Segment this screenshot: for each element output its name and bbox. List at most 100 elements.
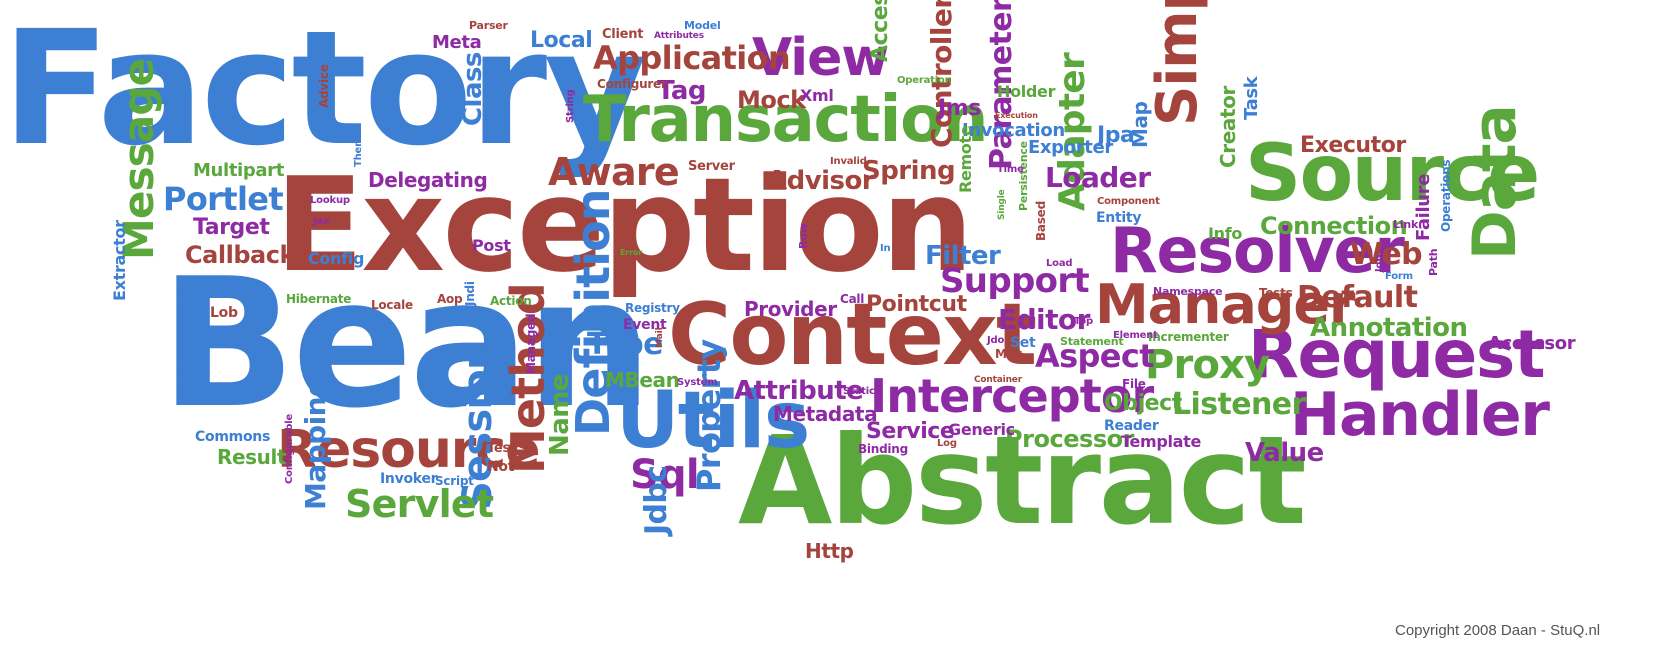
cloud-word: Info	[1208, 224, 1243, 243]
cloud-word: Service	[866, 419, 955, 444]
copyright-notice: Copyright 2008 Daan - StuQ.nl	[1395, 622, 1601, 639]
cloud-word: Locale	[371, 298, 413, 312]
cloud-word: Persistence	[1017, 141, 1030, 211]
cloud-word: Meta	[432, 32, 482, 53]
cloud-word: Parser	[469, 19, 508, 32]
cloud-word: Top	[1074, 316, 1093, 327]
cloud-word: Entity	[1096, 210, 1142, 226]
cloud-word: Lob	[210, 305, 238, 321]
cloud-word: Name	[545, 374, 575, 456]
cloud-word: Controller	[925, 0, 958, 148]
cloud-word: Configurer	[597, 77, 667, 91]
cloud-word: Interceptor	[870, 369, 1154, 423]
cloud-word: Aspect	[1035, 337, 1154, 375]
cloud-word: In	[880, 243, 891, 254]
cloud-word: Time	[997, 164, 1024, 175]
cloud-word: Static	[843, 386, 875, 397]
cloud-word: Resource	[277, 420, 540, 480]
cloud-word: File	[1122, 377, 1146, 391]
cloud-word: Based	[1034, 201, 1048, 241]
cloud-word: Target	[193, 215, 270, 240]
cloud-word: Advice	[317, 64, 331, 108]
cloud-word: Jdo	[987, 335, 1005, 346]
cloud-word: Listener	[1172, 387, 1306, 422]
cloud-word: Delegating	[368, 168, 488, 192]
cloud-word: Editor	[998, 303, 1090, 336]
cloud-word: Support	[940, 261, 1090, 301]
cloud-word: Configurable	[284, 413, 295, 484]
cloud-word: Class	[458, 52, 488, 126]
cloud-word: Value	[1245, 438, 1324, 468]
cloud-word: Jpa	[1097, 123, 1135, 148]
cloud-word: Theme	[353, 130, 364, 167]
cloud-word: Exception	[275, 149, 974, 301]
cloud-word: Error	[620, 248, 642, 257]
cloud-word: Config	[308, 249, 365, 268]
cloud-word: Processor	[1005, 425, 1134, 453]
cloud-word: Accessor	[1488, 333, 1576, 354]
cloud-word: Simple	[1145, 0, 1210, 126]
cloud-word: MBean	[605, 368, 680, 392]
cloud-word: Object	[1104, 391, 1182, 416]
cloud-word: Servlet	[345, 482, 494, 526]
cloud-word: Generic	[948, 420, 1015, 439]
cloud-word: Application	[593, 39, 791, 77]
cloud-word: Type	[587, 327, 663, 362]
cloud-word: Job	[1374, 254, 1385, 272]
cloud-word: Multipart	[193, 160, 284, 181]
cloud-word: Script	[435, 474, 474, 488]
cloud-word: Bean	[160, 240, 653, 447]
cloud-word: Binding	[858, 442, 908, 456]
cloud-word: Context	[668, 285, 1037, 385]
cloud-word: Namespace	[1153, 285, 1223, 298]
cloud-word: Statement	[1060, 335, 1124, 348]
cloud-word: Invocation	[962, 120, 1065, 141]
cloud-word: Incrementer	[1148, 330, 1229, 344]
cloud-word: Not	[487, 459, 515, 475]
cloud-word: Managed	[524, 313, 538, 374]
cloud-word: Single	[997, 189, 1007, 220]
cloud-word: Transaction	[583, 83, 988, 157]
cloud-word: Remote	[956, 125, 975, 193]
cloud-word: Event	[623, 317, 667, 333]
cloud-word: Mapping	[299, 377, 332, 511]
cloud-word: Server	[688, 159, 735, 174]
cloud-word: Aware	[548, 150, 680, 194]
cloud-word: Post	[472, 236, 511, 255]
cloud-word: View	[752, 28, 889, 88]
cloud-word: Exporter	[1028, 137, 1113, 158]
cloud-word: Element	[1113, 330, 1158, 341]
cloud-word: Manager	[1095, 273, 1356, 336]
cloud-word: Hibernate	[286, 292, 352, 306]
cloud-word: Load	[1046, 258, 1073, 269]
cloud-word: Loader	[1045, 161, 1151, 194]
cloud-word: Provider	[744, 297, 837, 321]
cloud-word: Result	[217, 445, 287, 469]
cloud-word: Connection	[1260, 212, 1408, 240]
cloud-word: Web	[1350, 237, 1423, 272]
cloud-word: Handler	[1290, 380, 1550, 450]
cloud-word: Factory	[2, 0, 647, 181]
cloud-word: Invalid	[830, 156, 867, 167]
cloud-word: Jax	[313, 216, 330, 227]
cloud-word: Executor	[1300, 133, 1406, 158]
cloud-word: Metadata	[773, 402, 878, 426]
cloud-word: Sql	[630, 452, 700, 498]
cloud-word: Reader	[1104, 418, 1159, 434]
cloud-word: Pointcut	[866, 292, 967, 317]
cloud-word: Annotation	[1310, 313, 1468, 343]
cloud-word: Max	[995, 347, 1023, 361]
cloud-word: Attributes	[654, 31, 704, 41]
cloud-word: Component	[1097, 196, 1160, 207]
cloud-word: Url	[324, 374, 338, 394]
cloud-word: Definition	[566, 189, 620, 436]
cloud-word: Task	[1241, 76, 1262, 120]
cloud-word: Commons	[195, 429, 271, 445]
cloud-word: String	[565, 89, 576, 123]
cloud-word: Mock	[737, 86, 806, 114]
cloud-word: Default	[1297, 280, 1418, 315]
cloud-word: Callback	[185, 241, 295, 269]
cloud-word: Access	[868, 0, 893, 62]
cloud-word: Action	[490, 294, 532, 308]
